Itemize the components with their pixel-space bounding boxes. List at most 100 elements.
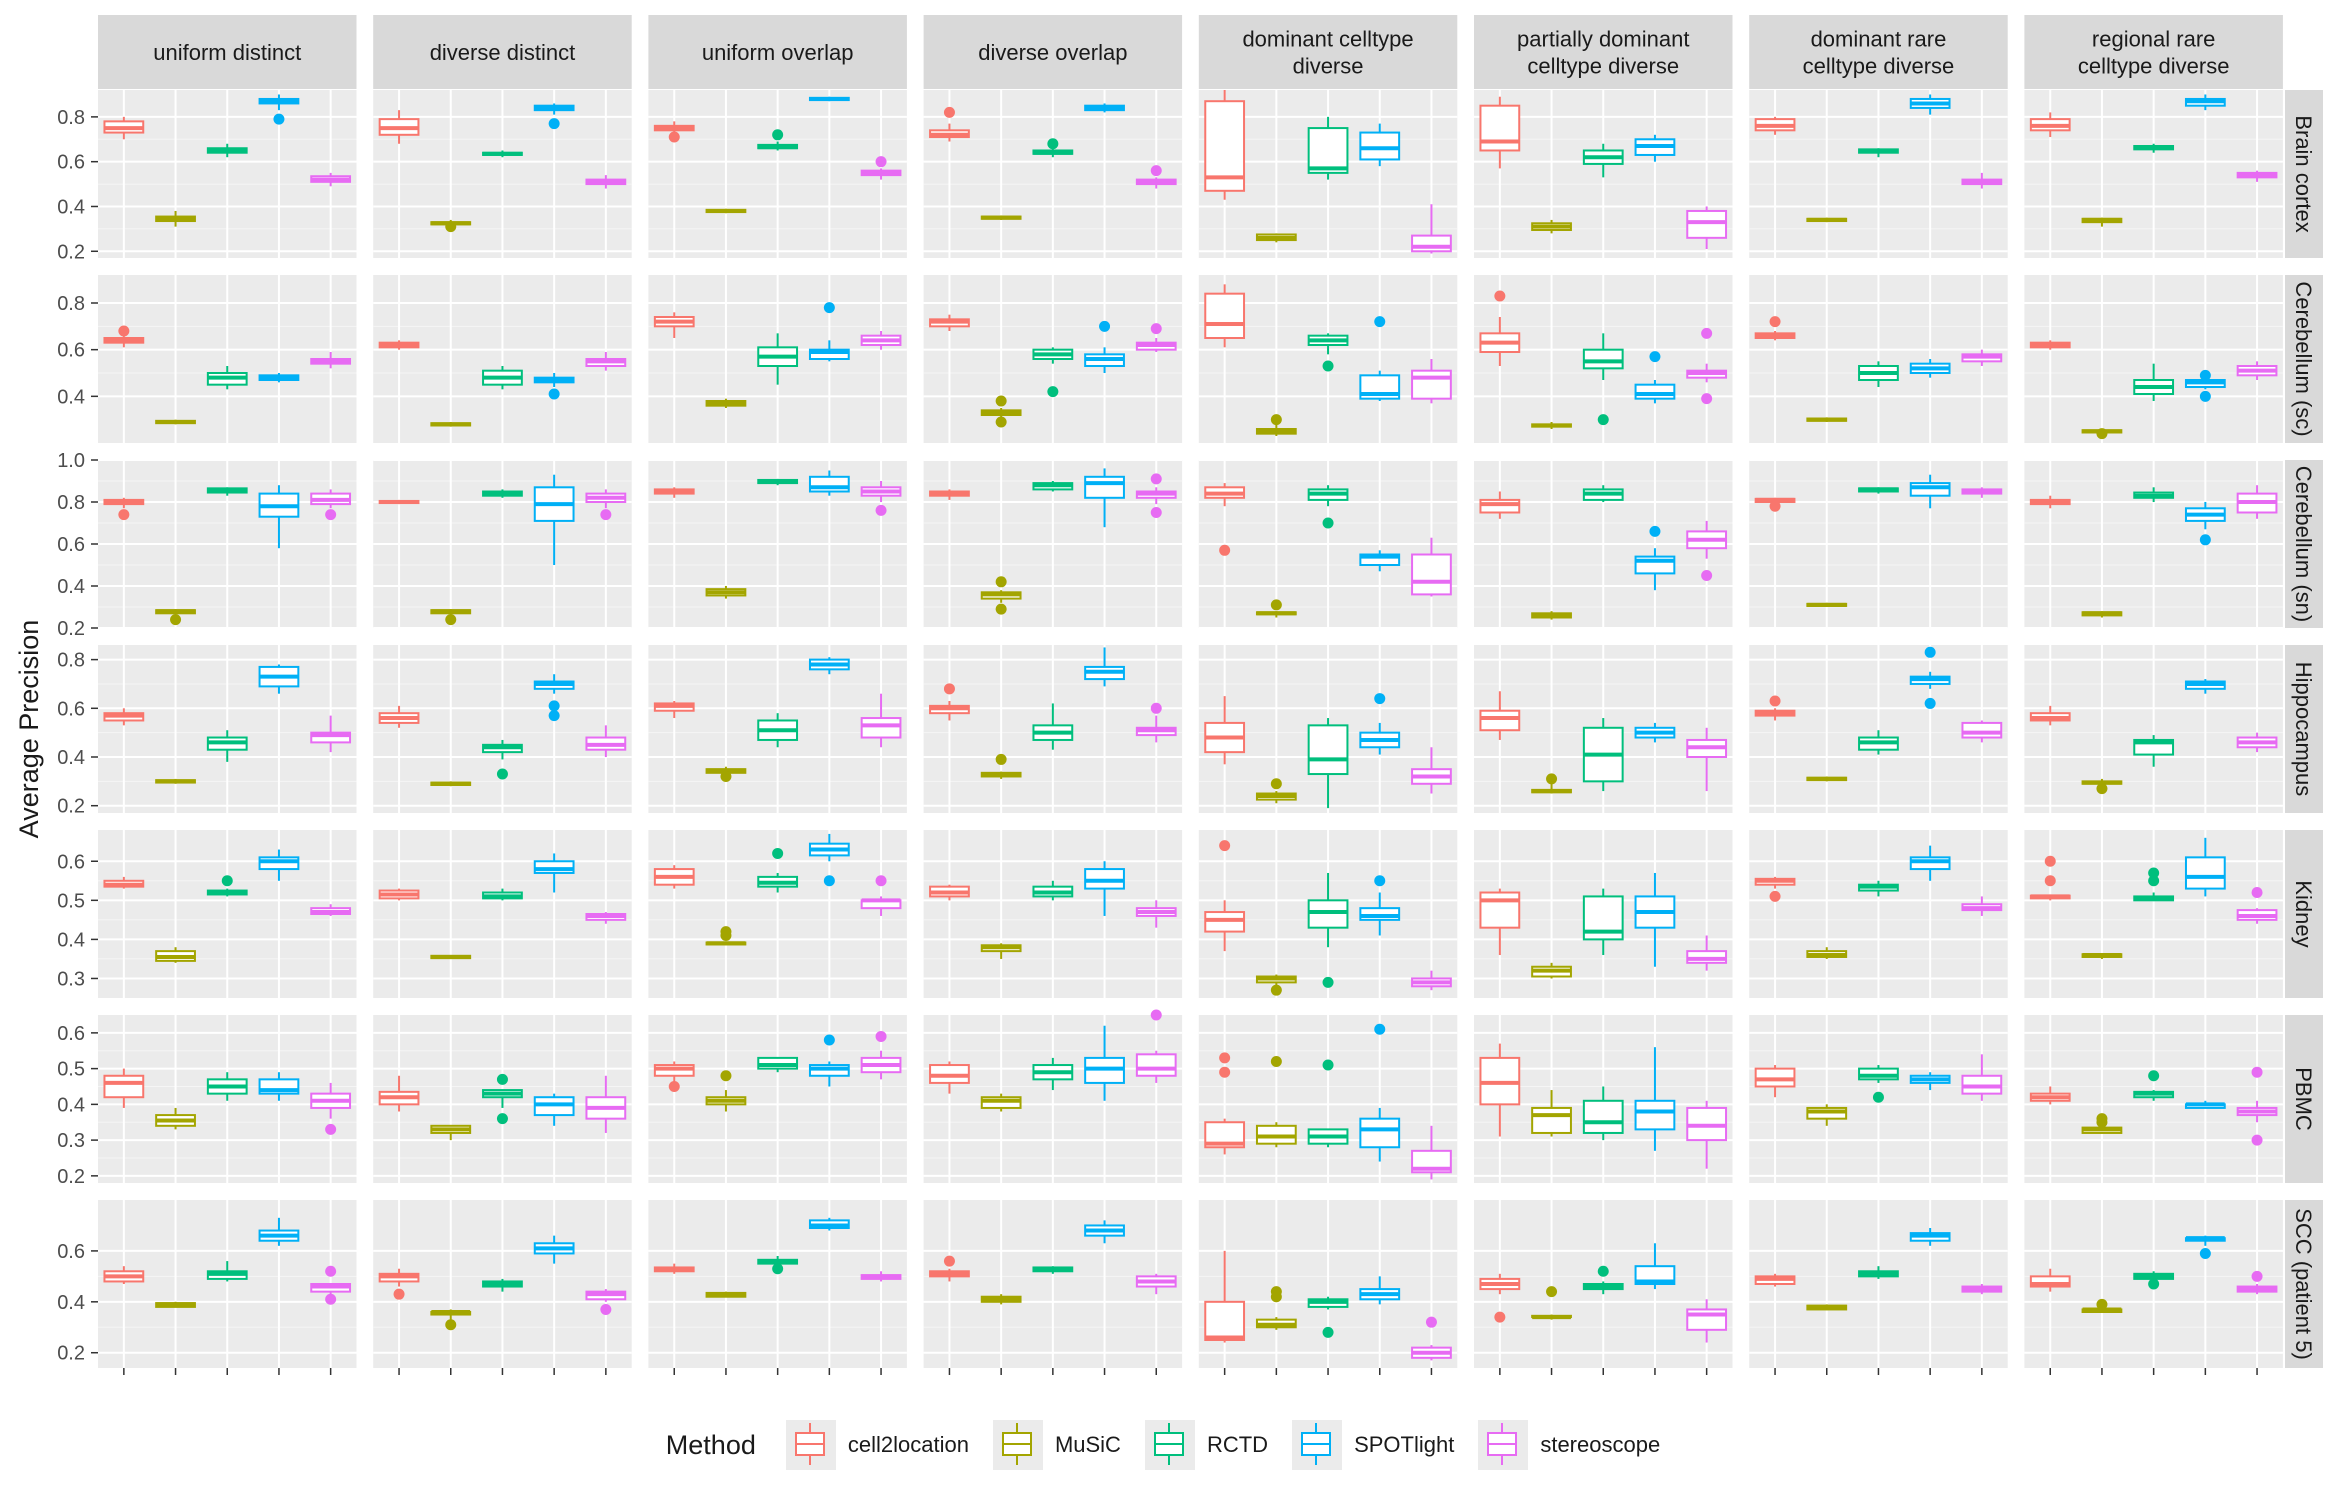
y-tick-label: 0.6: [57, 698, 85, 720]
outlier-point: [1374, 316, 1386, 328]
box: [1686, 1308, 1728, 1331]
legend-key: [1292, 1420, 1343, 1470]
y-tick-label: 0.6: [57, 1241, 85, 1263]
outlier-point: [995, 416, 1007, 428]
outlier-point: [1270, 599, 1282, 611]
outlier-point: [943, 1255, 955, 1267]
outlier-point: [1701, 393, 1713, 405]
outlier-point: [445, 1319, 457, 1331]
row-strip-label: Hippocampus: [2291, 662, 2316, 797]
legend-label: SPOTlight: [1354, 1432, 1455, 1457]
column-strip: [98, 15, 357, 89]
column-strip-label: dominant celltype: [1242, 27, 1413, 52]
row-strip: [2285, 1200, 2323, 1368]
outlier-point: [875, 504, 887, 516]
y-tick-label: 0.8: [57, 293, 85, 315]
outlier-point: [1322, 1326, 1334, 1338]
outlier-point: [1769, 890, 1781, 902]
y-tick-label: 0.4: [57, 747, 85, 769]
box: [1531, 1106, 1572, 1134]
outlier-point: [1150, 473, 1162, 485]
outlier-point: [720, 1070, 732, 1082]
column-strip: [2024, 15, 2283, 89]
y-tick-label: 0.2: [57, 1166, 85, 1188]
outlier-point: [1597, 1265, 1609, 1277]
box: [1307, 724, 1349, 776]
box: [1686, 209, 1728, 239]
box: [2029, 1275, 2071, 1288]
outlier-point: [1649, 525, 1661, 537]
outlier-point: [1649, 351, 1661, 363]
legend-item: RCTD: [1144, 1420, 1268, 1470]
outlier-point: [995, 753, 1007, 765]
legend-label: cell2location: [847, 1432, 969, 1457]
y-tick-label: 0.5: [57, 890, 85, 912]
y-tick-label: 0.8: [57, 650, 85, 672]
box: [1307, 127, 1349, 174]
outlier-point: [496, 1113, 508, 1125]
outlier-point: [2199, 390, 2211, 402]
row-strip: [2285, 1015, 2323, 1183]
outlier-point: [720, 770, 732, 782]
y-tick-label: 0.8: [57, 107, 85, 129]
row-strip-label: Cerebellum (sn): [2291, 466, 2316, 623]
outlier-point: [668, 131, 680, 143]
outlier-point: [325, 509, 337, 521]
column-strip-label: uniform distinct: [153, 40, 301, 65]
box: [1359, 553, 1401, 566]
box: [1135, 1053, 1177, 1077]
outlier-point: [1769, 316, 1781, 328]
column-strip: [1198, 15, 1458, 89]
y-axis-title: Average Precision: [14, 620, 44, 839]
outlier-point: [2096, 428, 2108, 440]
outlier-point: [170, 614, 182, 626]
outlier-point: [1270, 984, 1282, 996]
column-strip-label: diverse distinct: [430, 40, 576, 65]
outlier-point: [2096, 1298, 2108, 1310]
outlier-point: [875, 875, 887, 887]
legend-key: [785, 1420, 836, 1470]
box: [1479, 104, 1521, 152]
outlier-point: [1322, 517, 1334, 529]
outlier-point: [1219, 1066, 1231, 1078]
outlier-point: [273, 113, 285, 125]
outlier-point: [1219, 544, 1231, 556]
outlier-point: [1150, 702, 1162, 714]
box: [1479, 891, 1521, 929]
column-strip-label: uniform overlap: [702, 40, 854, 65]
outlier-point: [1494, 1311, 1506, 1323]
y-tick-label: 0.4: [57, 196, 85, 218]
outlier-point: [875, 156, 887, 168]
outlier-point: [548, 710, 560, 722]
y-tick-label: 0.2: [57, 796, 85, 818]
outlier-point: [1769, 500, 1781, 512]
row-strip: [2285, 275, 2323, 443]
outlier-point: [1546, 773, 1558, 785]
column-strip: [1474, 15, 1733, 89]
legend-item: MuSiC: [992, 1420, 1121, 1470]
legend-title: Method: [665, 1429, 756, 1460]
box: [1634, 1099, 1676, 1131]
box: [1909, 482, 1951, 497]
chart-legend: Method cell2location MuSiC RCTD SPOTlight ste…: [0, 1415, 2338, 1475]
box: [860, 717, 902, 739]
box: [1634, 383, 1676, 400]
outlier-point: [772, 1263, 784, 1275]
box: [2184, 856, 2226, 890]
box: [1204, 292, 1246, 339]
box: [1479, 709, 1521, 732]
column-strip-label: celltype diverse: [1527, 54, 1679, 79]
outlier-point: [325, 1123, 337, 1135]
box: [808, 348, 850, 360]
y-tick-label: 0.4: [57, 576, 85, 598]
box: [1084, 475, 1125, 499]
row-strip: [2285, 460, 2323, 628]
legend-key: [1478, 1420, 1529, 1470]
column-strip: [373, 15, 632, 89]
column-strip-label: dominant rare: [1811, 27, 1947, 52]
outlier-point: [2044, 875, 2056, 887]
outlier-point: [1425, 1316, 1437, 1328]
legend-item: cell2location: [785, 1420, 969, 1470]
y-tick-label: 0.4: [57, 1094, 85, 1116]
outlier-point: [720, 926, 732, 938]
